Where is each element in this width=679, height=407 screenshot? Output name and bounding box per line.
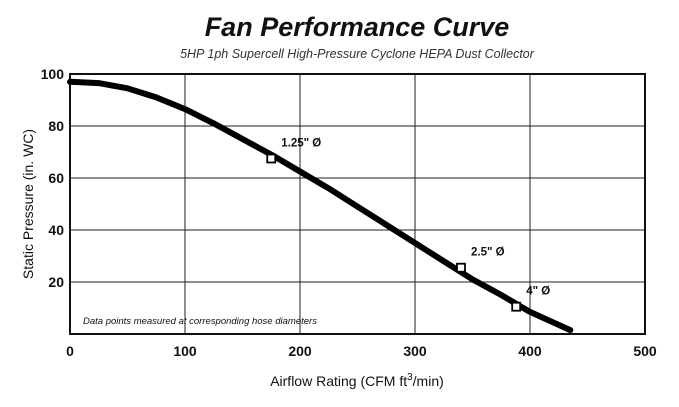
curve-layer [67, 78, 574, 334]
points-layer: 1.25" Ø 2.5" Ø 4" Ø [266, 138, 550, 312]
x-tick-label: 400 [518, 343, 542, 359]
y-tick-label: 100 [41, 66, 65, 82]
data-point-marker [456, 262, 466, 273]
x-axis-label-main: Airflow Rating (CFM ft [270, 373, 407, 389]
x-axis-label-tail: /min) [413, 373, 444, 389]
data-point-label: 4" Ø [526, 286, 550, 298]
y-tick-label: 20 [48, 274, 64, 290]
x-tick-label: 200 [288, 343, 312, 359]
data-point-label: 2.5" Ø [471, 247, 505, 259]
x-tick-label: 0 [66, 343, 74, 359]
chart-subtitle: 5HP 1ph Supercell High-Pressure Cyclone … [180, 47, 535, 61]
plot-frame [69, 73, 646, 335]
y-axis-label: Static Pressure (in. WC) [20, 129, 36, 279]
data-point-marker [511, 301, 522, 312]
data-point-marker [266, 153, 277, 164]
x-axis-label: Airflow Rating (CFM ft3/min) [270, 372, 444, 389]
y-tick-label: 60 [48, 170, 64, 186]
x-tick-label: 500 [633, 343, 657, 359]
x-tick-label: 300 [403, 343, 427, 359]
x-axis-label-superscript: 3 [407, 372, 413, 383]
y-tick-label: 40 [48, 222, 64, 238]
chart-title: Fan Performance Curve [205, 12, 510, 42]
grid [70, 74, 645, 334]
y-tick-label: 80 [48, 118, 64, 134]
x-tick-label: 100 [173, 343, 197, 359]
data-point-label: 1.25" Ø [281, 138, 321, 150]
performance-curve [67, 78, 574, 334]
chart-annotation: Data points measured at corresponding ho… [83, 316, 317, 327]
ticks-layer: 0 100 200 300 400 500 20 40 60 80 100 [41, 66, 657, 359]
